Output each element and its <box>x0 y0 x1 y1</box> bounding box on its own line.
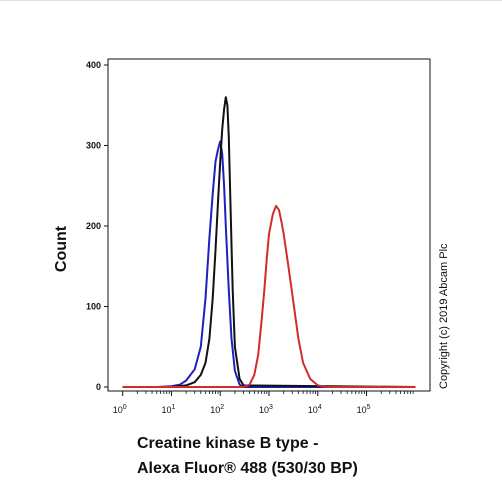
histogram-curve-1 <box>122 140 416 388</box>
y-tick-label: 300 <box>86 141 101 151</box>
x-tick-label: 103 <box>259 404 273 415</box>
y-tick-label: 400 <box>86 60 101 70</box>
y-tick-label: 100 <box>86 302 101 312</box>
y-tick-label: 200 <box>86 221 101 231</box>
histogram-series <box>122 96 416 388</box>
copyright-notice: Copyright (c) 2019 Abcam Plc <box>438 243 450 389</box>
y-tick-label: 0 <box>96 382 101 392</box>
y-axis-label: Count <box>53 225 70 272</box>
x-tick-label: 101 <box>161 404 175 415</box>
x-axis-label-line1: Creatine kinase B type - <box>137 435 318 452</box>
x-tick-label: 100 <box>113 404 127 415</box>
x-axis: 100 101 102 103 104 105 <box>113 391 414 415</box>
x-tick-label: 102 <box>210 404 224 415</box>
plot-area <box>107 58 431 392</box>
x-tick-label: 104 <box>308 404 322 415</box>
x-tick-label: 105 <box>357 404 371 415</box>
histogram-curve-2 <box>122 96 416 388</box>
y-axis: 0 100 200 300 400 <box>86 60 108 392</box>
histogram-curve-3 <box>122 204 416 388</box>
x-axis-label-line2: Alexa Fluor® 488 (530/30 BP) <box>137 460 358 477</box>
